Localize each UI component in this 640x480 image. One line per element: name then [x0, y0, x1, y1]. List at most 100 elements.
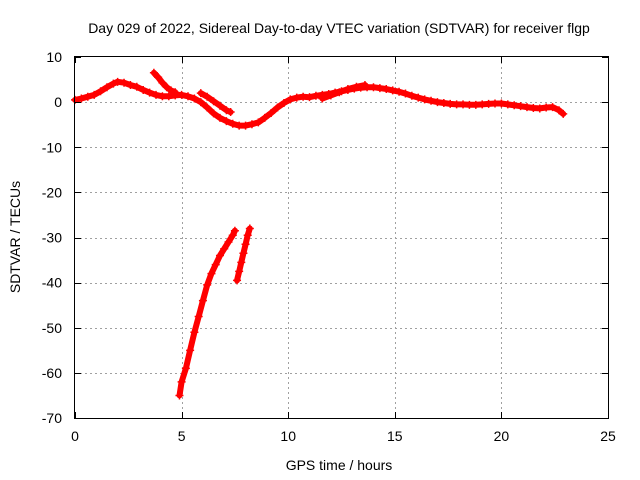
data-point — [190, 328, 199, 337]
data-point — [183, 92, 192, 101]
data-point — [215, 251, 224, 260]
data-point — [177, 90, 186, 99]
data-point — [215, 101, 224, 110]
data-point — [113, 77, 122, 86]
x-tick-label: 25 — [600, 428, 616, 444]
data-point — [433, 98, 442, 107]
data-point — [96, 87, 105, 96]
data-point — [196, 98, 205, 107]
data-point — [407, 91, 416, 100]
y-tick-label: 0 — [54, 94, 62, 110]
series-low-track-b — [233, 224, 254, 285]
data-point — [154, 73, 163, 82]
data-point — [190, 94, 199, 103]
series-branch-midday — [196, 89, 235, 117]
data-point — [228, 119, 237, 128]
data-point — [497, 99, 506, 108]
series-band — [176, 227, 238, 399]
data-point — [559, 109, 568, 118]
data-point — [198, 296, 207, 305]
y-tick-label: -70 — [42, 410, 62, 426]
data-point — [382, 85, 391, 94]
series-main-track — [71, 77, 568, 130]
x-tick-label: 10 — [280, 428, 296, 444]
data-point — [207, 269, 216, 278]
data-point — [145, 88, 154, 97]
data-point — [427, 96, 436, 105]
data-point — [254, 118, 263, 127]
data-point — [343, 85, 352, 94]
data-point — [177, 377, 186, 386]
y-tick-label: 10 — [46, 49, 62, 65]
x-tick-label: 5 — [178, 428, 186, 444]
data-point — [237, 258, 246, 267]
data-point — [267, 108, 276, 117]
data-point — [326, 91, 335, 100]
data-point — [120, 78, 129, 87]
data-point — [273, 103, 282, 112]
data-point — [247, 120, 256, 129]
data-point — [335, 88, 344, 97]
data-point — [420, 95, 429, 104]
data-point — [239, 249, 248, 258]
data-point — [215, 113, 224, 122]
data-point — [158, 78, 167, 87]
data-point — [90, 90, 99, 99]
data-point — [222, 106, 231, 115]
data-point — [186, 346, 195, 355]
data-point — [439, 99, 448, 108]
y-tick-label: -40 — [42, 275, 62, 291]
data-point — [228, 231, 237, 240]
data-point — [318, 94, 327, 103]
data-point — [166, 86, 175, 95]
data-point — [83, 92, 92, 101]
data-point — [522, 103, 531, 112]
data-point — [241, 240, 250, 249]
x-tick-label: 20 — [494, 428, 510, 444]
data-point — [503, 100, 512, 109]
data-point — [414, 93, 423, 102]
data-point — [235, 267, 244, 276]
data-point — [139, 85, 148, 94]
data-point — [311, 91, 320, 100]
data-point — [226, 108, 235, 117]
data-point — [149, 68, 158, 77]
y-tick-label: -20 — [42, 184, 62, 200]
series-branch-afternoon — [318, 80, 369, 103]
data-point — [171, 88, 180, 97]
data-point — [194, 312, 203, 321]
x-tick-label: 0 — [71, 428, 79, 444]
y-axis-label: SDTVAR / TECUs — [7, 181, 23, 293]
data-point — [305, 93, 314, 102]
data-point — [510, 101, 519, 110]
data-point — [230, 226, 239, 235]
data-point — [360, 80, 369, 89]
data-point — [211, 260, 220, 269]
chart-title: Day 029 of 2022, Sidereal Day-to-day VTE… — [88, 20, 590, 36]
data-point — [203, 92, 212, 101]
data-point — [209, 109, 218, 118]
data-point — [554, 106, 563, 115]
data-point — [260, 113, 269, 122]
data-point — [245, 224, 254, 233]
data-point — [369, 83, 378, 92]
grid — [75, 57, 608, 418]
data-point — [241, 121, 250, 130]
data-point — [77, 94, 86, 103]
data-point — [126, 80, 135, 89]
data-point — [152, 90, 161, 99]
data-point — [220, 244, 229, 253]
x-axis-label: GPS time / hours — [286, 457, 393, 473]
y-tick-label: -10 — [42, 139, 62, 155]
data-point — [224, 238, 233, 247]
y-tick-label: -30 — [42, 230, 62, 246]
data-point — [181, 364, 190, 373]
data-point — [164, 92, 173, 101]
x-tick-label: 15 — [387, 428, 403, 444]
data-point — [279, 99, 288, 108]
data-point — [109, 79, 118, 88]
data-point — [175, 391, 184, 400]
series-branch-early-morning — [149, 68, 180, 97]
data-point — [286, 95, 295, 104]
